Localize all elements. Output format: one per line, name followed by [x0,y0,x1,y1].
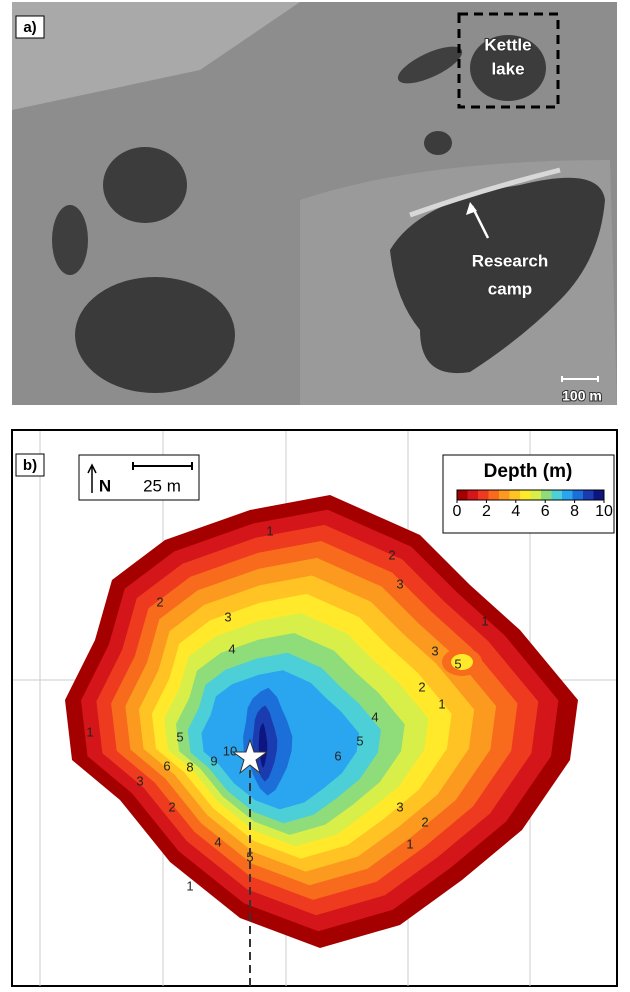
annotation: Research [472,251,549,270]
contour-label: 8 [186,759,193,774]
colorbar-swatch [531,490,542,500]
colorbar-tick-label: 8 [570,503,579,520]
contour-label: 1 [481,613,488,628]
contour-label: 3 [396,576,403,591]
colorbar-swatch [468,490,479,500]
colorbar-swatch [499,490,510,500]
colorbar-swatch [478,490,489,500]
scale-label: 25 m [143,476,181,495]
scale-label: 100 m [562,388,602,404]
contour-label: 4 [214,834,221,849]
contour-label: 2 [156,594,163,609]
annotation: lake [491,59,524,78]
contour-label: 3 [396,799,403,814]
north-label: N [99,476,111,495]
contour-label: 10 [223,743,237,758]
contour-label: 2 [168,799,175,814]
colorbar-swatch [594,490,605,500]
lake [424,131,452,155]
colorbar-swatch [562,490,573,500]
colorbar-tick-label: 0 [453,503,462,520]
colorbar-swatch [457,490,468,500]
colorbar-swatch [510,490,521,500]
contour-label: 4 [371,709,378,724]
contour-label: 3 [431,643,438,658]
contour-label: 5 [356,733,363,748]
panel-a: a) Kettle lake Research camp 100 m [12,2,617,405]
panel-label: b) [23,457,37,474]
lake [52,205,88,275]
figure: a) Kettle lake Research camp 100 m 1 2 3… [0,0,630,987]
colorbar-tick-label: 4 [511,503,520,520]
contour-label: 5 [454,656,461,671]
annotation: camp [488,279,532,298]
colorbar-swatch [489,490,500,500]
contour-label: 3 [224,609,231,624]
legend-box [79,455,199,500]
contour-label: 3 [136,773,143,788]
panel-b: 1 2 3 1 2 3 4 3 5 2 1 1 5 4 5 6 9 10 8 6… [12,430,617,986]
contour-label: 6 [334,748,341,763]
contour-label: 6 [163,758,170,773]
colorbar-swatch [583,490,594,500]
contour-label: 9 [210,753,217,768]
colorbar-tick-label: 2 [482,503,491,520]
contour-label: 1 [406,836,413,851]
annotation: Kettle [484,35,531,54]
colorbar-swatch [520,490,531,500]
colorbar-swatch [552,490,563,500]
contour-label: 1 [438,696,445,711]
contour-label: 2 [388,547,395,562]
contour-label: 1 [186,878,193,893]
contour-label: 1 [86,724,93,739]
contour-label: 2 [418,679,425,694]
colorbar-swatch [573,490,584,500]
colorbar-swatch [541,490,552,500]
page: a) Kettle lake Research camp 100 m 1 2 3… [0,0,630,987]
colorbar-tick-label: 10 [595,503,613,520]
colorbar-tick-label: 6 [541,503,550,520]
contour-label: 2 [421,814,428,829]
colorbar-title: Depth (m) [484,461,573,482]
lake [103,147,187,223]
panel-label: a) [23,19,36,36]
contour-label: 4 [228,641,235,656]
lake [75,277,235,393]
contour-label: 1 [266,523,273,538]
contour-label: 5 [176,729,183,744]
